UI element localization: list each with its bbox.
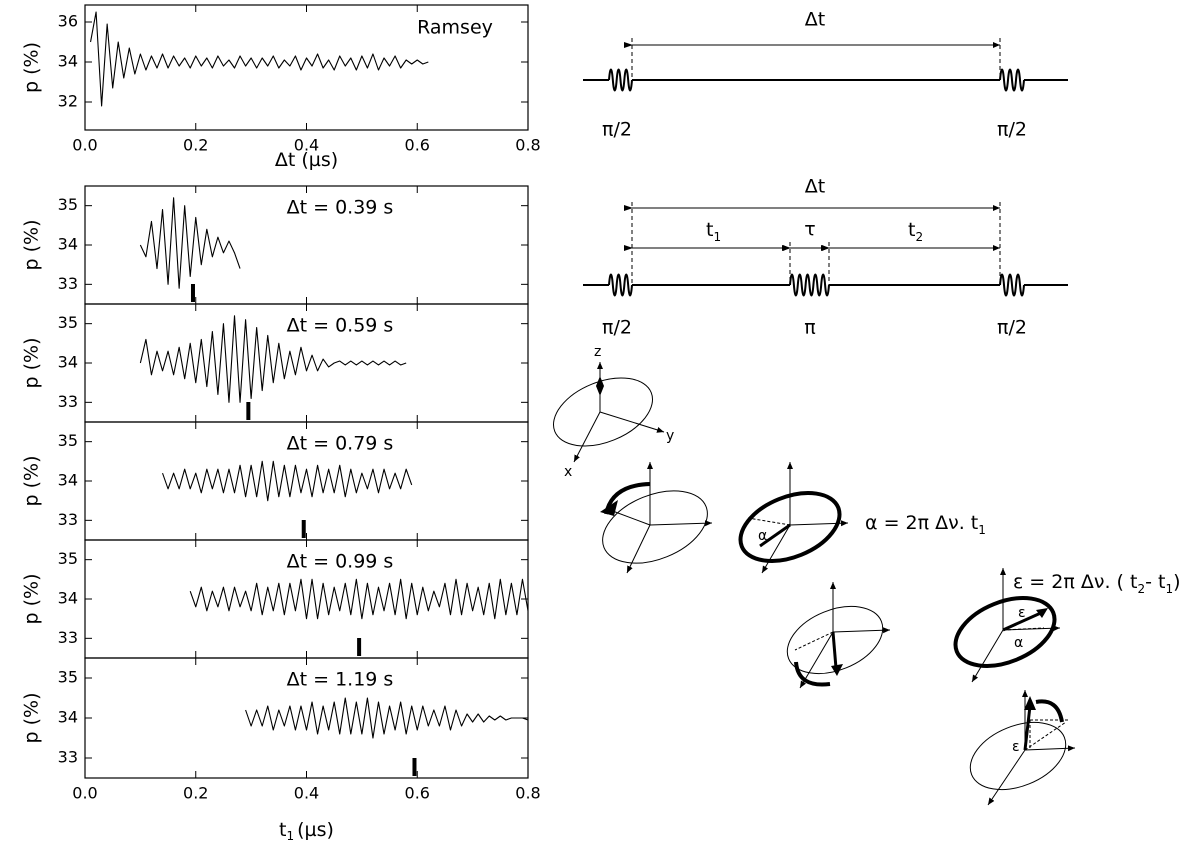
x-tick-label: 0.4 bbox=[294, 136, 319, 155]
angle-label: ε bbox=[1012, 739, 1020, 755]
data-line bbox=[89, 11, 429, 107]
x-tick-label: 0.8 bbox=[515, 136, 540, 155]
sphere: ε bbox=[969, 690, 1076, 806]
sphere bbox=[786, 582, 891, 689]
annotation: Δt = 0.59 s bbox=[287, 315, 394, 337]
annotation: Δt = 0.39 s bbox=[287, 197, 394, 219]
y-tick-label: 32 bbox=[58, 92, 78, 111]
pulse bbox=[608, 273, 633, 297]
label: Δt bbox=[805, 176, 825, 198]
formula: ε = 2π Δν. ( t2- t1) bbox=[1013, 571, 1181, 596]
sequence-ramsey: Δt π/2 π/2 bbox=[583, 9, 1068, 141]
x-tick-label: 0.2 bbox=[183, 136, 208, 155]
pulse-label: π/2 bbox=[997, 317, 1027, 339]
annotation: Δt = 1.19 s bbox=[287, 669, 394, 691]
x-axis-label: Δt (µs) bbox=[275, 149, 338, 171]
x-axis-label-part: (µs) bbox=[297, 819, 334, 841]
x-tick-label: 0.0 bbox=[72, 136, 97, 155]
y-axis-label: p (%) bbox=[21, 42, 43, 93]
label: Δt bbox=[805, 9, 825, 31]
pulse bbox=[608, 68, 633, 92]
marker bbox=[190, 284, 195, 302]
x-tick-label: 0.6 bbox=[405, 136, 430, 155]
y-axis-label: p (%) bbox=[21, 220, 43, 271]
y-tick-label: 34 bbox=[58, 471, 78, 490]
annotation: Δt = 0.79 s bbox=[287, 433, 394, 455]
marker bbox=[246, 402, 251, 420]
sphere: ε α ε = 2π Δν. ( t2- t1) bbox=[953, 568, 1181, 683]
y-axis-label: p (%) bbox=[21, 456, 43, 507]
y-tick-label: 33 bbox=[58, 510, 78, 529]
y-axis-label: p (%) bbox=[21, 338, 43, 389]
y-tick-label: 33 bbox=[58, 274, 78, 293]
angle-label: α bbox=[1014, 635, 1023, 651]
y-tick-label: 34 bbox=[58, 52, 78, 71]
label: t1 bbox=[706, 219, 721, 244]
label: τ bbox=[804, 219, 815, 241]
marker bbox=[412, 758, 417, 776]
x-axis-label: t1 (µs) bbox=[279, 819, 334, 843]
pulse-label: π bbox=[804, 317, 815, 339]
pulse bbox=[999, 68, 1025, 92]
y-tick-label: 33 bbox=[58, 392, 78, 411]
y-tick-label: 35 bbox=[58, 195, 78, 214]
sphere: α α = 2π Δν. t1 bbox=[738, 462, 986, 574]
pulse-label: π/2 bbox=[997, 119, 1027, 141]
angle-label: ε bbox=[1018, 605, 1026, 621]
y-tick-label: 35 bbox=[58, 431, 78, 450]
pulse-label: π/2 bbox=[602, 317, 632, 339]
y-axis-label: p (%) bbox=[21, 693, 43, 744]
x-axis-label-part: t bbox=[279, 819, 286, 841]
plots: 32 34 36 0.0 0.2 0.4 0.6 0.8 p (%) Δt (µs) Ramsey 3… bbox=[21, 4, 541, 843]
y-tick-label: 34 bbox=[58, 708, 78, 727]
x-tick-label: 0.6 bbox=[405, 784, 430, 803]
y-tick-label: 35 bbox=[58, 668, 78, 687]
y-tick-label: 34 bbox=[58, 235, 78, 254]
axis-label: x bbox=[564, 464, 572, 480]
y-tick-label: 35 bbox=[58, 313, 78, 332]
x-tick-label: 0.2 bbox=[183, 784, 208, 803]
pulse bbox=[789, 273, 830, 297]
annotation: Ramsey bbox=[417, 17, 493, 39]
formula: α = 2π Δν. t1 bbox=[865, 512, 986, 537]
angle-label: α bbox=[758, 528, 767, 544]
data-line bbox=[245, 697, 529, 739]
data-line bbox=[139, 197, 241, 289]
axis-label: y bbox=[666, 428, 674, 444]
pulse bbox=[999, 273, 1025, 297]
x-tick-label: 0.8 bbox=[515, 784, 540, 803]
x-axis-label-part: Δt (µs) bbox=[275, 149, 338, 171]
y-tick-label: 33 bbox=[58, 628, 78, 647]
sequence-echo: Δt t1 τ t2 π/2 π π/2 bbox=[583, 176, 1068, 339]
sphere: z y x bbox=[552, 344, 674, 480]
y-tick-label: 34 bbox=[58, 353, 78, 372]
marker bbox=[301, 520, 306, 538]
x-tick-label: 0.4 bbox=[294, 784, 319, 803]
y-axis-label: p (%) bbox=[21, 574, 43, 625]
bloch-spheres: z y x α α = 2π Δν. t1 bbox=[552, 344, 1181, 806]
pulse-label: π/2 bbox=[602, 119, 632, 141]
x-tick-label: 0.0 bbox=[72, 784, 97, 803]
data-line bbox=[189, 578, 529, 620]
annotation: Δt = 0.99 s bbox=[287, 551, 394, 573]
marker bbox=[357, 638, 362, 656]
data-line bbox=[139, 315, 407, 403]
y-tick-label: 33 bbox=[58, 748, 78, 767]
y-tick-label: 34 bbox=[58, 589, 78, 608]
y-tick-label: 36 bbox=[58, 12, 78, 31]
label: t2 bbox=[908, 219, 923, 244]
data-line bbox=[162, 460, 413, 502]
sphere bbox=[600, 462, 713, 574]
y-tick-label: 35 bbox=[58, 549, 78, 568]
axis-label: z bbox=[594, 344, 601, 360]
x-axis-label-sub: 1 bbox=[287, 829, 295, 843]
